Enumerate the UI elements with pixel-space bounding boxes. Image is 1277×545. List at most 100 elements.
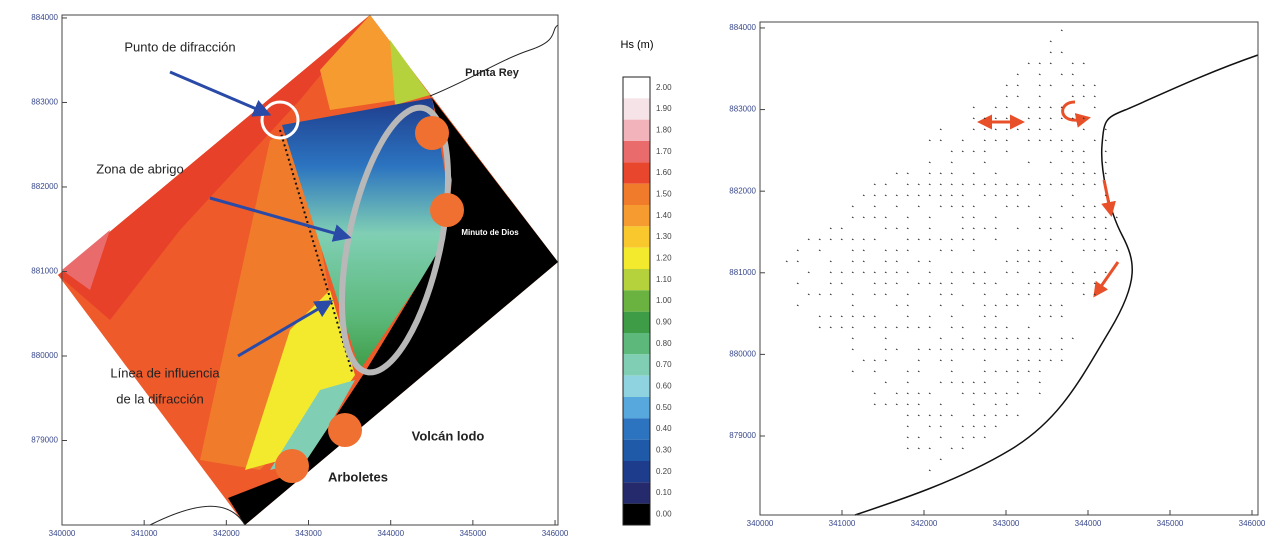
vector-dot xyxy=(951,162,953,163)
vector-dot xyxy=(1105,239,1107,240)
vector-dot xyxy=(1072,74,1074,75)
vector-dot xyxy=(973,228,975,229)
vector-dot xyxy=(1039,360,1041,361)
vector-dot xyxy=(907,448,909,449)
vector-dot xyxy=(885,228,887,229)
colorbar-swatch xyxy=(623,162,650,183)
vector-dot xyxy=(1017,250,1019,251)
vector-dot xyxy=(1039,338,1041,339)
vector-dot xyxy=(940,426,942,427)
vector-dot xyxy=(1017,129,1019,130)
vector-dot xyxy=(885,338,887,339)
y-tick-label: 880000 xyxy=(31,351,58,360)
vector-dot xyxy=(984,316,986,317)
vector-dot xyxy=(907,228,909,229)
vector-dot xyxy=(973,415,975,416)
vector-dot xyxy=(940,382,942,383)
vector-dot xyxy=(1017,349,1019,350)
vector-dot xyxy=(1039,107,1041,108)
colorbar-swatch xyxy=(623,248,650,269)
x-tick-label: 344000 xyxy=(377,529,404,538)
vector-dot xyxy=(1105,140,1107,141)
vector-dot xyxy=(995,140,997,141)
vector-dot xyxy=(940,206,942,207)
vector-dot xyxy=(918,206,920,207)
vector-dot xyxy=(995,305,997,306)
colorbar: 2.001.901.801.701.601.501.401.301.201.10… xyxy=(623,77,672,525)
vector-dot xyxy=(1072,173,1074,174)
vector-dot xyxy=(1028,206,1030,207)
vector-dot xyxy=(940,349,942,350)
vector-dot xyxy=(1094,217,1096,218)
vector-dot xyxy=(962,437,964,438)
vector-dot xyxy=(852,239,854,240)
vector-dot xyxy=(951,415,953,416)
vector-dot xyxy=(1017,261,1019,262)
x-tick-label: 346000 xyxy=(1239,519,1266,528)
vector-dot xyxy=(929,349,931,350)
vector-dot xyxy=(896,404,898,405)
plot-frame xyxy=(760,22,1258,515)
y-tick-label: 883000 xyxy=(729,105,756,114)
vector-dot xyxy=(1028,349,1030,350)
vector-dot xyxy=(1050,305,1052,306)
vector-dot xyxy=(1006,415,1008,416)
vector-dot xyxy=(951,184,953,185)
vector-dot xyxy=(1017,360,1019,361)
vector-dot xyxy=(1006,85,1008,86)
colorbar-swatch xyxy=(623,504,650,525)
colorbar-label: 1.10 xyxy=(656,275,672,284)
vector-dot xyxy=(1094,85,1096,86)
vector-dot xyxy=(929,448,931,449)
vector-dot xyxy=(984,437,986,438)
y-tick-label: 881000 xyxy=(729,268,756,277)
vector-dot xyxy=(874,283,876,284)
annotation: Zona de abrigo xyxy=(96,161,183,176)
vector-dot xyxy=(951,206,953,207)
vector-dot xyxy=(874,195,876,196)
vector-dot xyxy=(1028,327,1030,328)
vector-dot xyxy=(1050,316,1052,317)
vector-dot xyxy=(1006,129,1008,130)
annotation: de la difracción xyxy=(116,391,203,406)
vector-dot xyxy=(1017,74,1019,75)
x-tick-label: 343000 xyxy=(993,519,1020,528)
colorbar-label: 2.00 xyxy=(656,83,672,92)
vector-dot xyxy=(863,195,865,196)
colorbar-label: 0.40 xyxy=(656,424,672,433)
vector-dot xyxy=(1061,261,1063,262)
vector-dot xyxy=(874,371,876,372)
vector-dot xyxy=(1039,129,1041,130)
vector-dot xyxy=(1050,107,1052,108)
vector-dot xyxy=(1017,85,1019,86)
vector-dot xyxy=(841,327,843,328)
vector-dot xyxy=(995,118,997,119)
vector-dot xyxy=(995,195,997,196)
y-tick-label: 882000 xyxy=(31,182,58,191)
vector-dot xyxy=(929,173,931,174)
vector-dot xyxy=(1061,338,1063,339)
vector-dot xyxy=(940,129,942,130)
vector-dot xyxy=(896,228,898,229)
colorbar-swatch xyxy=(623,397,650,418)
vector-dot xyxy=(1050,239,1052,240)
arrow xyxy=(170,72,268,114)
vector-dot xyxy=(1083,294,1085,295)
vector-dot xyxy=(984,338,986,339)
vector-dot xyxy=(995,349,997,350)
vector-dot xyxy=(1072,217,1074,218)
vector-dot xyxy=(885,349,887,350)
vector-dot xyxy=(1039,250,1041,251)
vector-dot xyxy=(907,404,909,405)
vector-dot xyxy=(1116,217,1118,218)
vector-dot xyxy=(929,327,931,328)
vector-dot xyxy=(1072,184,1074,185)
vector-dot xyxy=(1039,382,1041,383)
vector-dot xyxy=(1094,206,1096,207)
x-tick-label: 345000 xyxy=(460,529,487,538)
vector-dot xyxy=(863,261,865,262)
vector-dot xyxy=(1017,305,1019,306)
vector-dot xyxy=(940,294,942,295)
vector-dot xyxy=(940,404,942,405)
vector-dot xyxy=(1083,129,1085,130)
